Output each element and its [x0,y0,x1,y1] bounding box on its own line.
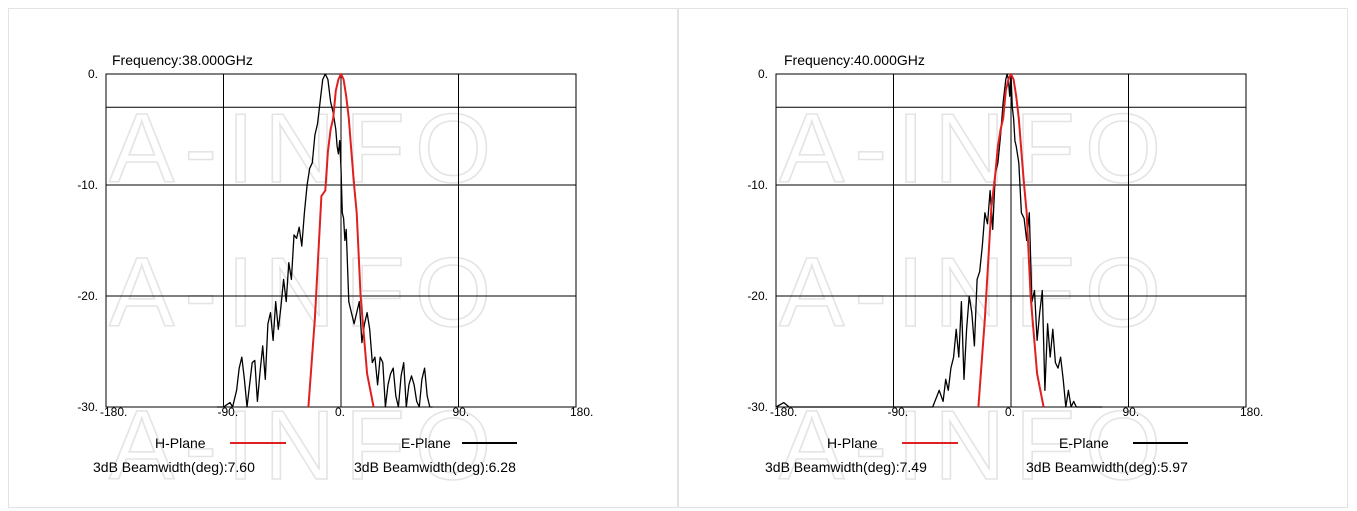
x-tick-label: 180. [570,405,593,419]
y-tick-label: -20. [77,289,98,303]
y-tick-label: -30. [77,400,98,414]
watermark-row-2: A-INFO [109,237,501,347]
h-plane-beamwidth: 3dB Beamwidth(deg):7.60 [93,459,255,475]
chart-panel-38ghz: A-INFO A-INFO A-INFO Frequency:38.000GHz… [8,8,678,508]
h-plane-label: H-Plane [827,435,878,451]
plot-area: -180. -90. 0. 90. 180. 0. -10. -20. -30. [77,67,593,419]
e-plane-label: E-Plane [1059,435,1109,451]
legend: H-Plane E-Plane 3dB Beamwidth(deg):7.60 … [93,435,517,475]
y-tick-label: 0. [758,67,768,81]
chart-panel-40ghz: A-INFO A-INFO A-INFO Frequency:40.000GHz… [678,8,1348,508]
x-tick-label: -90. [218,405,239,419]
frequency-title: Frequency:38.000GHz [112,52,253,68]
e-plane-label: E-Plane [401,435,451,451]
e-plane-beamwidth: 3dB Beamwidth(deg):6.28 [354,459,516,475]
x-tick-label: 90. [1123,405,1140,419]
h-plane-series-line [977,73,1045,408]
watermark-row-1: A-INFO [109,93,501,203]
legend: H-Plane E-Plane 3dB Beamwidth(deg):7.49 … [765,435,1188,475]
x-tick-label: 0. [335,405,345,419]
x-tick-label: 180. [1240,405,1263,419]
pattern-chart-38ghz: A-INFO A-INFO A-INFO Frequency:38.000GHz… [77,52,593,501]
frequency-title: Frequency:40.000GHz [784,52,925,68]
y-tick-label: 0. [88,67,98,81]
x-tick-label: 90. [453,405,470,419]
e-plane-series-line [217,73,433,408]
watermark-row-2: A-INFO [779,237,1171,347]
watermark-row-3: A-INFO [109,390,501,500]
e-plane-beamwidth: 3dB Beamwidth(deg):5.97 [1026,459,1188,475]
pattern-chart-40ghz: A-INFO A-INFO A-INFO Frequency:40.000GHz… [747,52,1263,501]
h-plane-label: H-Plane [155,435,206,451]
x-tick-label: -180. [100,405,127,419]
y-tick-label: -10. [77,178,98,192]
watermark-layer: A-INFO A-INFO A-INFO [108,92,501,501]
h-plane-series-line [307,73,375,408]
watermark-row-3: A-INFO [779,390,1171,500]
plot-area: -180. -90. 0. 90. 180. 0. -10. -20. -30. [747,67,1263,419]
e-plane-series-line [775,73,1103,408]
h-plane-beamwidth: 3dB Beamwidth(deg):7.49 [765,459,927,475]
x-tick-label: -90. [888,405,909,419]
y-tick-label: -10. [747,178,768,192]
x-tick-label: -180. [770,405,797,419]
y-tick-label: -20. [747,289,768,303]
watermark-row-1: A-INFO [779,93,1171,203]
x-tick-label: 0. [1005,405,1015,419]
y-tick-label: -30. [747,400,768,414]
